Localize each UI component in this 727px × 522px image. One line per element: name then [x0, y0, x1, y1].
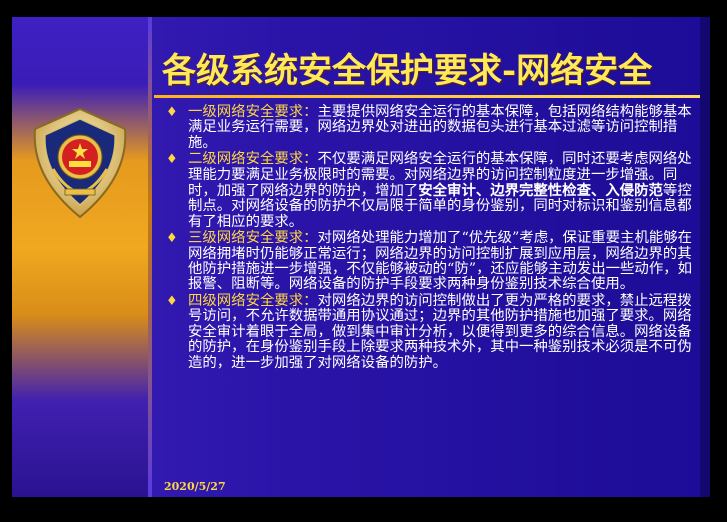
item-lead: 四级网络安全要求： — [188, 292, 318, 309]
diamond-bullet-icon: ♦ — [166, 105, 178, 120]
list-item-level-2: ♦ 二级网络安全要求：不仅要满足网络安全运行的基本保障，同时还要考虑网络处理能力… — [164, 152, 704, 230]
title-divider — [154, 95, 710, 98]
left-decorative-band — [12, 17, 152, 497]
item-lead: 三级网络安全要求： — [188, 230, 318, 247]
list-item-level-1: ♦ 一级网络安全要求：主要提供网络安全运行的基本保障，包括网络结构能够基本满足业… — [164, 104, 704, 151]
requirements-list: ♦ 一级网络安全要求：主要提供网络安全运行的基本保障，包括网络结构能够基本满足业… — [164, 104, 704, 372]
slide-title: 各级系统安全保护要求-网络安全 — [162, 51, 653, 91]
slide-date: 2020/5/27 — [164, 480, 226, 493]
item-text: 等控制点。对网络设备的防护不仅局限于简单的身份鉴别，同时对标识和鉴别信息都有了相… — [188, 183, 692, 230]
police-emblem-icon — [33, 107, 127, 219]
item-text: 主要提供网络安全运行的基本保障，包括网络结构能够基本满足业务运行需要，网络边界处… — [188, 104, 692, 151]
diamond-bullet-icon: ♦ — [166, 293, 178, 309]
list-item-level-3: ♦ 三级网络安全要求：对网络处理能力增加了“优先级”考虑，保证重要主机能够在网络… — [164, 231, 704, 293]
item-text: 对网络边界的访问控制做出了更为严格的要求，禁止远程拨号访问，不允许数据带通用协议… — [188, 292, 692, 371]
diamond-bullet-icon: ♦ — [166, 231, 178, 247]
list-item-level-4: ♦ 四级网络安全要求：对网络边界的访问控制做出了更为严格的要求，禁止远程拨号访问… — [164, 292, 704, 371]
diamond-bullet-icon: ♦ — [166, 152, 178, 168]
slide: 各级系统安全保护要求-网络安全 ♦ 一级网络安全要求：主要提供网络安全运行的基本… — [12, 17, 710, 497]
item-text: 不仅要满足网络安全运行的基本保障，同时还要考虑网络处理能力要满足业务极限时的需要… — [188, 151, 692, 200]
item-lead: 二级网络安全要求： — [188, 151, 318, 168]
item-lead: 一级网络安全要求： — [188, 104, 318, 120]
item-text: 对网络处理能力增加了“优先级”考虑，保证重要主机能够在网络拥堵时仍能够正常运行；… — [188, 230, 693, 293]
item-emphasis: 安全审计、边界完整性检查、入侵防范 — [418, 182, 663, 200]
